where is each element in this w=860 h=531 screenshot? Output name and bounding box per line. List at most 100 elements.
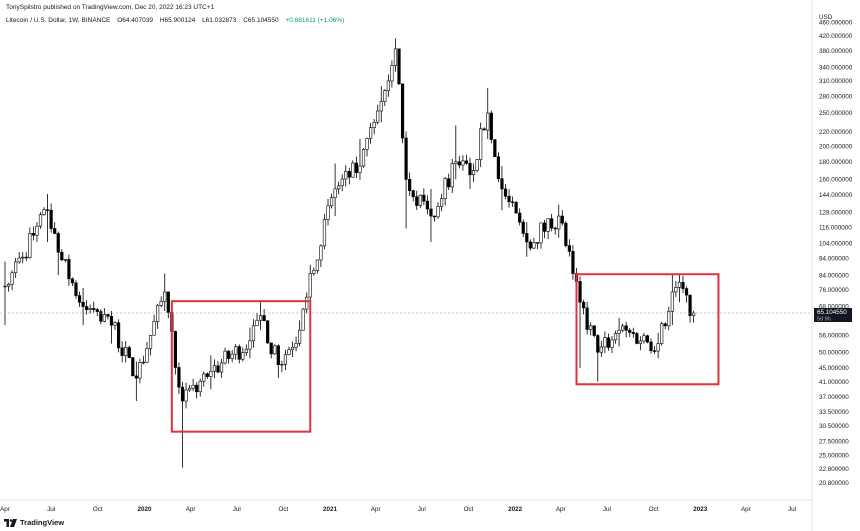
candle-body [38, 214, 43, 227]
candle-body [315, 259, 319, 271]
ohlc-change: +0.681611 (+1.06%) [285, 17, 345, 24]
candle-body [258, 315, 263, 321]
x-tick-label: Apr [741, 506, 751, 513]
y-tick-label: 128.000000 [819, 210, 853, 217]
y-tick-label: 144.000000 [819, 192, 853, 199]
candle-body [17, 257, 21, 263]
candle-body [358, 165, 362, 173]
candle-body [354, 162, 359, 173]
y-tick-label: 160.000000 [819, 177, 853, 184]
candle-body [173, 331, 177, 368]
candle-body [276, 345, 280, 365]
candle-body [532, 242, 536, 249]
y-tick-label: 20.800000 [819, 480, 849, 487]
y-tick-label: 250.000000 [819, 110, 853, 117]
candle-body [294, 343, 298, 348]
candle-body [642, 335, 646, 342]
candle-body [496, 156, 500, 179]
candle-body [10, 272, 14, 285]
y-tick-label: 33.500000 [819, 409, 849, 416]
candle-body [237, 346, 241, 360]
candle-body [209, 370, 213, 377]
candle-body [383, 90, 387, 102]
candle-body [546, 218, 550, 232]
candle-body [216, 365, 220, 373]
candle-body [280, 364, 284, 366]
candle-body [227, 350, 231, 359]
candle-body [184, 389, 188, 402]
ohlc-open: O64.407039 [117, 17, 154, 24]
candle-body [422, 194, 426, 202]
candle-body [131, 357, 135, 377]
candle-body [649, 341, 653, 352]
candle-body [482, 128, 486, 131]
candle-body [479, 128, 483, 160]
candle-body [432, 215, 437, 218]
candle-body [521, 221, 525, 234]
x-tick-label: Oct [278, 506, 288, 513]
candle-body [361, 149, 366, 167]
candle-body [486, 112, 490, 131]
y-tick-label: 104.000000 [819, 241, 853, 248]
candle-body [418, 194, 422, 206]
candle-body [528, 241, 532, 249]
candle-body [180, 386, 185, 402]
candle-body [440, 198, 444, 207]
candle-body [379, 101, 383, 112]
candle-body [262, 315, 266, 322]
candle-body [42, 209, 46, 215]
candle-body [81, 301, 85, 307]
candle-body [429, 208, 433, 217]
x-tick-label: Apr [0, 506, 10, 513]
candle-body [248, 340, 252, 350]
y-tick-label: 27.500000 [819, 438, 849, 445]
candle-body [92, 308, 96, 310]
candle-body [585, 307, 589, 330]
candle-body [443, 178, 447, 199]
candle-body [670, 291, 674, 312]
candle-body [631, 332, 635, 334]
candle-body [592, 325, 596, 336]
candle-body [567, 245, 571, 252]
candle-body [230, 353, 234, 359]
range-box[interactable] [170, 300, 312, 433]
y-tick-label: 200.000000 [819, 143, 853, 150]
y-tick-label: 180.000000 [819, 159, 853, 166]
candle-body [305, 296, 309, 310]
tradingview-logo: TradingView [4, 518, 64, 527]
candle-body [581, 301, 586, 309]
candle-body [606, 337, 611, 348]
symbol-name[interactable]: Litecoin / U.S. Dollar, 1W, BINANCE [6, 17, 111, 24]
candle-body [454, 161, 458, 164]
last-price-label: 65.104550 [817, 309, 847, 316]
y-tick-label: 22.800000 [819, 466, 849, 473]
candle-body [457, 161, 461, 166]
y-tick-label: 37.000000 [819, 394, 849, 401]
candle-body [138, 362, 142, 379]
candle-body [656, 343, 660, 352]
candle-body [63, 259, 67, 261]
candle-body [557, 215, 561, 230]
candle-body [674, 287, 678, 293]
candle-body [95, 309, 99, 312]
candle-body [145, 348, 149, 363]
candle-body [337, 185, 341, 190]
candle-body [273, 345, 277, 355]
candle-body [372, 122, 376, 128]
candle-body [198, 380, 202, 393]
candle-body [599, 346, 603, 353]
candle-body [113, 322, 117, 326]
candle-body [369, 127, 373, 139]
candle-body [589, 325, 593, 330]
candle-body [415, 196, 419, 206]
candle-body [56, 233, 60, 253]
candle-body [109, 316, 114, 326]
candle-body [425, 200, 430, 210]
candle-body [148, 334, 153, 349]
range-box[interactable] [575, 273, 720, 386]
y-tick-label: 340.000000 [819, 65, 853, 72]
candle-body [319, 245, 323, 261]
candle-body [85, 306, 89, 311]
